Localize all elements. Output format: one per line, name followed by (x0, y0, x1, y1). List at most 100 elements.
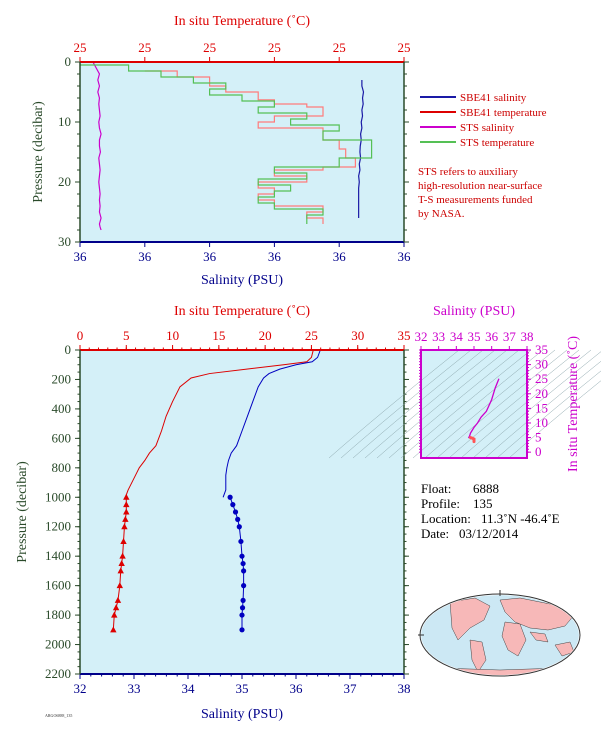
sts-note-line: high-resolution near-surface (418, 180, 542, 192)
salinity-point (239, 612, 245, 618)
temperature-point (120, 537, 127, 544)
surface-top-tick-label: 25 (268, 40, 281, 55)
ts-right-tick-label: 25 (535, 371, 548, 386)
location-value: 11.3˚N -46.4˚E (481, 511, 560, 526)
salinity-point (230, 502, 236, 508)
surface-series-line (358, 80, 365, 218)
salinity-point (240, 560, 246, 567)
profile-y-tick-label: 1400 (45, 548, 71, 563)
surface-bottom-tick-label: 36 (268, 249, 282, 264)
sts-note-line: T-S measurements funded (418, 194, 533, 206)
ts-top-tick-label: 36 (485, 329, 499, 344)
temperature-point (119, 552, 126, 559)
surface-series-line (92, 61, 102, 231)
profile-y-tick-label: 200 (52, 371, 72, 386)
profile-top-tick-label: 10 (166, 328, 179, 343)
ts-top-tick-label: 34 (450, 329, 464, 344)
profile-panel: 0 5 10 15 20 25 30 35 32 33 34 35 36 37 38 0 200 400 600 80… (15, 304, 411, 722)
ts-right-tick-label: 30 (535, 357, 548, 372)
profile-bottom-tick-label: 38 (398, 681, 411, 696)
surface-y-tick-label: 30 (58, 234, 71, 249)
profile-top-tick-label: 35 (398, 328, 411, 343)
profile-bottom-tick-label: 35 (236, 681, 249, 696)
footer-small: ARGO6888_135 (45, 713, 72, 718)
profile-series (110, 349, 321, 633)
salinity-point (235, 516, 241, 522)
profile-series-line (124, 349, 314, 498)
ts-top-tick-label: 33 (432, 329, 445, 344)
ts-isopycnal (376, 349, 508, 459)
surface-top-tick-label: 25 (74, 40, 87, 55)
profile-bottom-tick-label: 32 (74, 681, 87, 696)
surface-top-tick-label: 25 (203, 40, 216, 55)
surface-y-tick-label: 10 (58, 114, 71, 129)
ts-top-tick-label: 38 (521, 329, 534, 344)
temperature-point (116, 582, 124, 589)
profile-y-tick-label: 400 (52, 401, 72, 416)
legend-label-sbe-salinity: SBE41 salinity (460, 92, 527, 104)
profile-bottom-axis-title: Salinity (PSU) (201, 707, 283, 722)
surface-legend: SBE41 salinity SBE41 temperature STS sal… (420, 92, 547, 149)
float-value: 6888 (473, 481, 499, 496)
profile-y-tick-label: 1600 (45, 578, 71, 593)
profile-y-tick-label: 800 (52, 460, 72, 475)
ts-isopycnal (508, 380, 601, 459)
surface-panel: 25 25 25 25 25 25 36 36 36 36 36 36 0 10 20 30 In situ … (31, 14, 411, 288)
temperature-point (117, 567, 124, 574)
ts-isopycnal (448, 349, 580, 459)
ts-isopycnals (328, 349, 601, 459)
date-value: 03/12/2014 (459, 526, 519, 541)
temperature-point (112, 604, 120, 611)
salinity-point (241, 583, 247, 589)
salinity-point (239, 605, 246, 611)
temperature-point (123, 501, 130, 508)
surface-series-line (144, 70, 356, 224)
profile-y-tick-label: 1800 (45, 607, 71, 622)
temperature-point (123, 493, 130, 500)
ts-right-tick-label: 20 (535, 386, 548, 401)
profile-value: 135 (473, 496, 493, 511)
profile-bottom-tick-label: 37 (344, 681, 358, 696)
temperature-point (118, 560, 125, 567)
surface-bottom-tick-label: 36 (203, 249, 217, 264)
profile-top-tick-label: 5 (123, 328, 130, 343)
ts-isopycnal (340, 349, 472, 459)
surface-y-tick-label: 20 (58, 174, 71, 189)
profile-y-tick-label: 1200 (45, 519, 71, 534)
salinity-point (241, 568, 247, 574)
ts-series-line (468, 378, 500, 439)
profile-y-tick-label: 600 (52, 430, 72, 445)
salinity-point (240, 597, 246, 603)
sts-note-line: by NASA. (418, 208, 465, 220)
ts-isopycnal (484, 360, 601, 459)
temperature-point (110, 626, 117, 633)
ts-top-tick-label: 35 (468, 329, 481, 344)
ts-isopycnal (472, 351, 601, 459)
temperature-point (123, 508, 130, 515)
ts-isopycnal (388, 349, 520, 459)
profile-bottom-tick-label: 36 (290, 681, 304, 696)
profile-top-tick-label: 30 (351, 328, 364, 343)
surface-series (80, 61, 373, 231)
profile-bottom-tick-label: 34 (182, 681, 196, 696)
float-label: Float: (421, 481, 451, 496)
ts-series-line (468, 436, 476, 444)
ts-isopycnal (412, 349, 544, 459)
surface-series-line (80, 64, 373, 224)
float-info: Float: 6888 Profile: 135 Location: 11.3˚… (421, 481, 560, 541)
map-land (421, 595, 579, 675)
ts-isopycnal (328, 349, 460, 459)
profile-top-tick-label: 15 (212, 328, 225, 343)
profile-top-tick-label: 20 (259, 328, 272, 343)
ts-isopycnal (352, 349, 484, 459)
salinity-point (239, 553, 245, 559)
surface-ticks: 25 25 25 25 25 25 36 36 36 36 36 36 0 10 20 30 (58, 40, 411, 264)
surface-bottom-tick-label: 36 (138, 249, 152, 264)
sts-note-line: STS refers to auxiliary (418, 166, 518, 178)
surface-top-axis-title: In situ Temperature (˚C) (174, 14, 310, 29)
ts-right-tick-label: 5 (535, 430, 542, 445)
temperature-point (111, 611, 118, 618)
